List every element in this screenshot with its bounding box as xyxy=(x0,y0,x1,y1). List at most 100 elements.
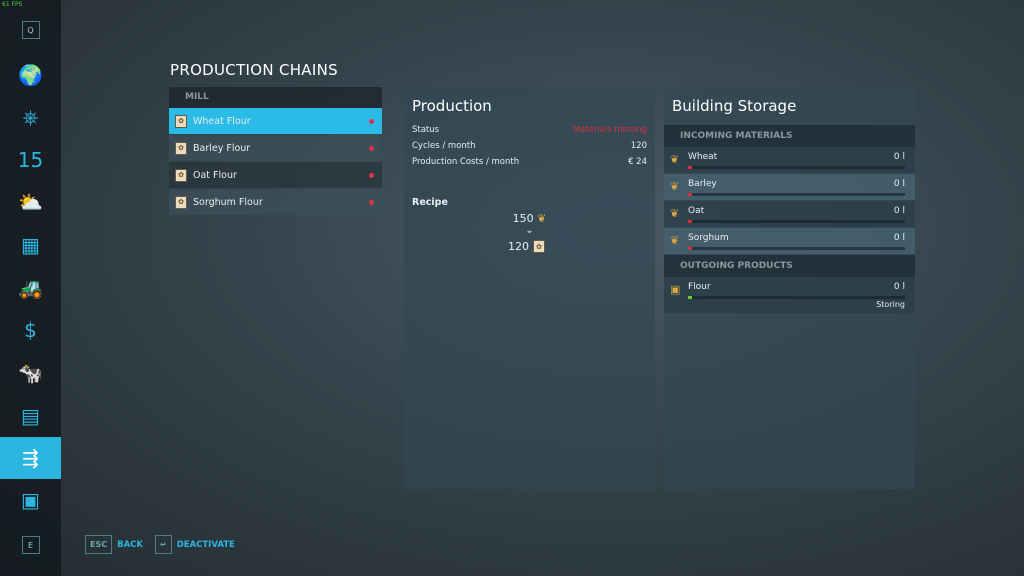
grain-icon: ❦ xyxy=(670,234,680,247)
fill-bar xyxy=(688,296,905,299)
sidebar-next-key[interactable]: E xyxy=(0,524,61,566)
storage-row: ❦ Sorghum 0 l xyxy=(664,228,915,254)
cycles-value: 120 xyxy=(630,141,647,151)
status-dot xyxy=(369,118,374,124)
storage-item-name: Wheat xyxy=(688,152,718,162)
finances-icon: $ xyxy=(24,318,37,342)
incoming-header: INCOMING MATERIALS xyxy=(664,125,915,147)
grain-icon: ❦ xyxy=(670,180,680,193)
grain-icon: ❦ xyxy=(670,207,680,220)
page-title: PRODUCTION CHAINS xyxy=(170,61,338,79)
tractor-icon: 🚜 xyxy=(18,276,43,300)
storage-row: ❦ Barley 0 l xyxy=(664,174,915,200)
flour-icon: ✿ xyxy=(175,141,187,155)
fill-bar-level xyxy=(688,220,692,223)
flour-icon: ✿ xyxy=(175,195,187,209)
storage-item-name: Barley xyxy=(688,179,717,189)
storage-item-amount: 0 l xyxy=(893,179,905,189)
fill-bar-level xyxy=(688,247,692,250)
deactivate-label: DEACTIVATE xyxy=(176,539,235,550)
flour-icon: ▣ xyxy=(670,283,681,296)
sidebar-prev-key[interactable]: Q xyxy=(0,9,61,51)
fill-bar xyxy=(688,220,905,223)
sidebar-item-tractor[interactable]: 🚜 xyxy=(0,267,61,309)
status-dot xyxy=(369,172,374,178)
sidebar-item-contracts[interactable]: ▤ xyxy=(0,395,61,437)
storage-row: ❦ Wheat 0 l xyxy=(664,147,915,173)
storage-item-name: Sorghum xyxy=(688,233,729,243)
storage-panel: Building Storage INCOMING MATERIALS ❦ Whe… xyxy=(664,87,915,489)
status-label: Status xyxy=(412,125,440,135)
storage-mode: Storing xyxy=(876,300,905,309)
flour-icon: ✿ xyxy=(175,114,187,128)
fill-bar-level xyxy=(688,296,692,299)
contracts-icon: ▤ xyxy=(21,404,40,428)
steering-wheel-icon: ⎈ xyxy=(22,105,39,129)
recipe-output-amount: 120 xyxy=(508,240,529,253)
deactivate-button[interactable]: ↵ DEACTIVATE xyxy=(155,535,235,554)
storage-item-name: Flour xyxy=(688,282,711,292)
production-list: MILL ✿ Wheat Flour ✿ Barley Flour ✿ Oat Flour… xyxy=(169,87,382,216)
fill-bar xyxy=(688,193,905,196)
sidebar-item-animals[interactable]: 🐄 xyxy=(0,352,61,394)
map-icon: 🌍 xyxy=(18,63,43,87)
cycles-label: Cycles / month xyxy=(412,141,476,151)
storage-item-amount: 0 l xyxy=(893,233,905,243)
list-item-label: Sorghum Flour xyxy=(193,196,263,208)
calendar-icon: 15 xyxy=(17,148,44,172)
fill-bar-level xyxy=(688,166,692,169)
fill-bar xyxy=(688,166,905,169)
status-value: Materials missing xyxy=(572,125,647,135)
production-panel: Production Status Materials missing Cycle… xyxy=(404,87,655,489)
list-item-label: Oat Flour xyxy=(193,169,237,181)
sidebar: Q 🌍 ⎈ 15 ⛅ ▦ 🚜 $ 🐄 ▤ ⇶ ▣ E xyxy=(0,0,61,576)
esc-key-icon: ESC xyxy=(85,535,113,554)
fill-bar-level xyxy=(688,193,692,196)
storage-row: ❦ Oat 0 l xyxy=(664,201,915,227)
sidebar-item-production-chains[interactable]: ⇶ xyxy=(0,437,61,479)
sidebar-item-tour[interactable]: ▣ xyxy=(0,479,61,521)
sidebar-item-steering-wheel[interactable]: ⎈ xyxy=(0,96,61,138)
wheat-icon: ❦ xyxy=(537,212,547,225)
flour-icon: ✿ xyxy=(175,168,187,182)
sidebar-item-map[interactable]: 🌍 xyxy=(0,54,61,96)
status-dot xyxy=(369,145,374,151)
recipe-input-amount: 150 xyxy=(512,212,534,225)
flour-icon: ✿ xyxy=(533,240,545,253)
production-chains-icon: ⇶ xyxy=(22,446,39,470)
production-title: Production xyxy=(412,97,492,115)
storage-item-amount: 0 l xyxy=(893,282,905,292)
costs-label: Production Costs / month xyxy=(412,157,520,167)
list-item[interactable]: ✿ Barley Flour xyxy=(169,135,382,161)
storage-item-amount: 0 l xyxy=(893,206,905,216)
list-item[interactable]: ✿ Oat Flour xyxy=(169,162,382,188)
sidebar-item-calendar[interactable]: 15 xyxy=(0,139,61,181)
list-group-header: MILL xyxy=(169,87,382,108)
weather-icon: ⛅ xyxy=(18,190,43,214)
recipe-label: Recipe xyxy=(412,197,448,208)
statistics-icon: ▦ xyxy=(21,233,40,257)
sidebar-item-weather[interactable]: ⛅ xyxy=(0,181,61,223)
fill-bar xyxy=(688,247,905,250)
tour-icon: ▣ xyxy=(21,488,40,512)
costs-value: € 24 xyxy=(628,157,647,167)
list-item[interactable]: ✿ Sorghum Flour xyxy=(169,189,382,215)
back-button[interactable]: ESC BACK xyxy=(85,535,143,554)
sidebar-item-statistics[interactable]: ▦ xyxy=(0,224,61,266)
list-item[interactable]: ✿ Wheat Flour xyxy=(169,108,382,134)
storage-item-amount: 0 l xyxy=(893,152,905,162)
back-label: BACK xyxy=(117,539,143,550)
fps-counter: 61 FPS xyxy=(2,1,23,8)
grain-icon: ❦ xyxy=(670,153,680,166)
list-item-label: Wheat Flour xyxy=(193,115,251,127)
outgoing-header: OUTGOING PRODUCTS xyxy=(664,255,915,277)
status-dot xyxy=(369,199,374,205)
storage-title: Building Storage xyxy=(672,97,797,115)
list-item-label: Barley Flour xyxy=(193,142,251,154)
enter-key-icon: ↵ xyxy=(155,535,172,554)
storage-item-name: Oat xyxy=(688,206,705,216)
storage-row: ▣ Flour 0 l Storing xyxy=(664,277,915,313)
chevron-down-icon: ⌄ xyxy=(525,225,534,236)
sidebar-item-finances[interactable]: $ xyxy=(0,309,61,351)
animals-icon: 🐄 xyxy=(18,361,43,385)
